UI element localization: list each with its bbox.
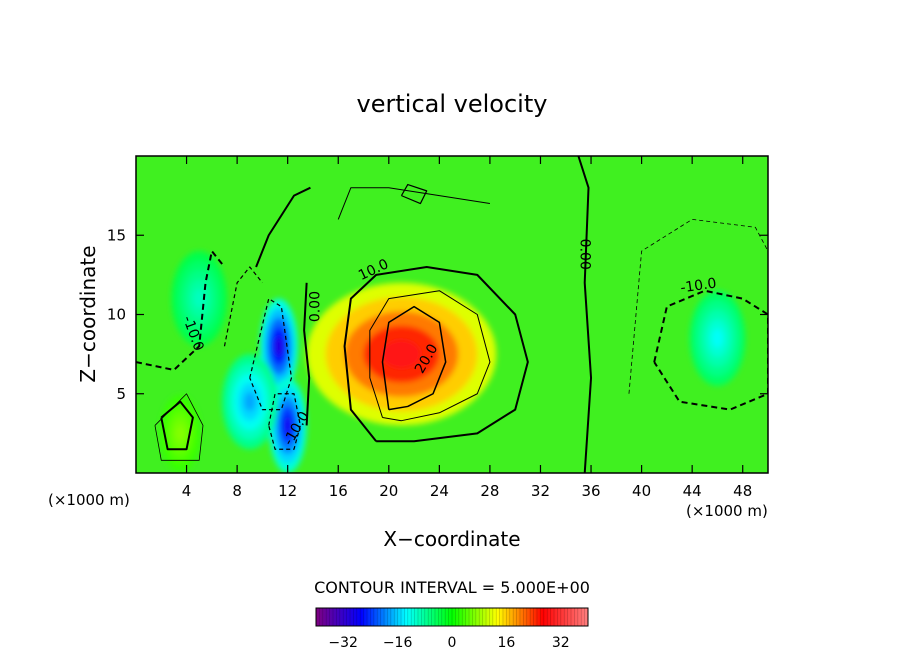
- contour-interval-text: CONTOUR INTERVAL = 5.000E+00: [314, 578, 590, 597]
- x-tick-label: 48: [733, 482, 752, 500]
- colorbar-tick-labels: −32 −16 0 16 32: [328, 635, 569, 651]
- contour-line: [628, 218, 768, 394]
- x-tick-label: 16: [329, 482, 348, 500]
- field-blob: [711, 328, 724, 348]
- x-unit-right: (×1000 m): [686, 502, 768, 520]
- contour-line: [369, 290, 491, 422]
- colorbar-frame: [315, 607, 589, 627]
- contour-line: [381, 305, 447, 411]
- contour-line: [268, 393, 301, 450]
- contour-line: [249, 298, 293, 411]
- contour-line: [154, 393, 204, 461]
- x-tick-label: 44: [683, 482, 702, 500]
- contour-label: 0.00: [307, 291, 323, 322]
- colorbar: −32 −16 0 16 32: [315, 607, 589, 651]
- field-blob: [283, 415, 292, 435]
- x-tick-label: 8: [232, 482, 242, 500]
- colorbar-stripes: [319, 608, 585, 626]
- x-tick-label: 28: [480, 482, 499, 500]
- field-blob: [275, 336, 283, 356]
- colorbar-gradient: [316, 608, 588, 626]
- contour-line: [577, 156, 593, 473]
- contour-line: [400, 183, 428, 205]
- colorbar-tick-label: 32: [552, 635, 570, 651]
- y-tick-label: 15: [107, 226, 126, 244]
- colorbar-tick-label: −16: [383, 635, 413, 651]
- colorbar-tick-label: −32: [328, 635, 358, 651]
- chart-title: vertical velocity: [357, 90, 548, 118]
- field-blob: [382, 339, 421, 369]
- contour-label: 0.00: [577, 239, 593, 270]
- colorbar-tick-label: 0: [448, 635, 457, 651]
- contour-label: -10.0: [679, 276, 717, 297]
- field-blob: [193, 289, 205, 309]
- plot-area: 10.020.00.000.00-10.0-10.0-10.0: [136, 156, 768, 473]
- y-axis-label: Z−coordinate: [76, 245, 100, 382]
- x-tick-label: 32: [531, 482, 550, 500]
- y-axis-ticks: 5 10 15: [107, 226, 768, 403]
- x-tick-label: 36: [581, 482, 600, 500]
- field-blob: [244, 392, 256, 412]
- contour-line: [255, 186, 311, 268]
- x-tick-label: 40: [632, 482, 651, 500]
- contour-line: [343, 265, 529, 443]
- x-tick-label: 24: [430, 482, 449, 500]
- x-tick-label: 12: [278, 482, 297, 500]
- y-tick-label: 10: [107, 306, 126, 324]
- x-tick-label: 20: [379, 482, 398, 500]
- y-tick-label: 5: [116, 385, 126, 403]
- colorbar-tick-label: 16: [497, 635, 515, 651]
- x-axis-ticks: 4 8 12 16 20 24 28 32 36 40 44 48: [182, 156, 752, 500]
- x-tick-label: 4: [182, 482, 192, 500]
- contour-line: [136, 250, 226, 371]
- contour-lines: [136, 156, 768, 473]
- contour-line: [160, 400, 194, 451]
- x-axis-label: X−coordinate: [383, 527, 520, 551]
- contour-line: [653, 289, 768, 411]
- contour-line: [303, 282, 311, 426]
- field-blob: [176, 425, 185, 441]
- contour-line: [337, 187, 490, 220]
- x-unit-left: (×1000 m): [48, 491, 130, 509]
